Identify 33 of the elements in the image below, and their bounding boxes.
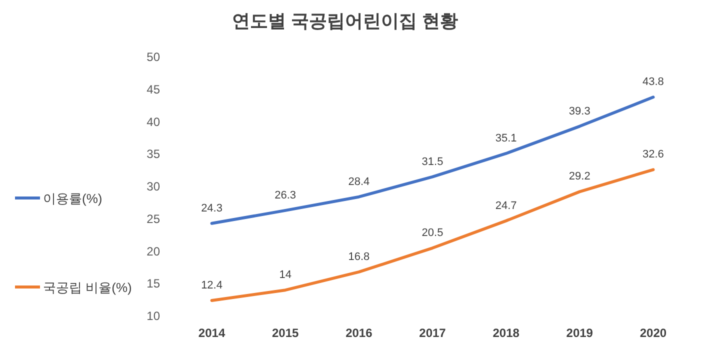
data-label: 31.5 [422, 156, 444, 168]
x-tick-label: 2014 [198, 326, 226, 340]
data-label: 12.4 [201, 279, 222, 292]
data-label: 20.5 [422, 227, 444, 240]
y-tick-label: 40 [146, 114, 160, 129]
data-label: 14 [279, 269, 292, 282]
x-tick-label: 2017 [419, 326, 446, 340]
data-label: 32.6 [642, 148, 664, 161]
data-label: 26.3 [274, 189, 296, 202]
data-label: 16.8 [348, 250, 370, 263]
x-tick-label: 2016 [346, 326, 373, 340]
data-label: 28.4 [348, 176, 370, 188]
data-label: 39.3 [568, 105, 590, 118]
y-tick-label: 25 [146, 212, 160, 226]
y-tick-label: 15 [146, 276, 160, 291]
legend-label: 이용률(%) [43, 191, 102, 206]
data-label: 43.8 [642, 76, 664, 88]
y-tick-label: 50 [146, 50, 160, 64]
x-tick-label: 2019 [566, 326, 594, 340]
data-label: 29.2 [568, 170, 590, 183]
x-tick-label: 2015 [272, 326, 300, 340]
chart-title: 연도별 국공립어린이집 현황 [232, 11, 458, 31]
data-label: 24.7 [495, 200, 517, 212]
x-tick-label: 2018 [492, 326, 520, 340]
y-tick-label: 10 [146, 309, 160, 323]
data-label: 24.3 [201, 202, 222, 214]
y-tick-label: 30 [146, 180, 160, 194]
y-tick-label: 45 [146, 82, 160, 96]
data-label: 35.1 [495, 132, 517, 144]
y-tick-label: 35 [146, 147, 160, 162]
y-tick-label: 20 [146, 244, 160, 258]
legend-label: 국공립 비율(%) [43, 280, 132, 295]
x-tick-label: 2020 [640, 326, 667, 340]
